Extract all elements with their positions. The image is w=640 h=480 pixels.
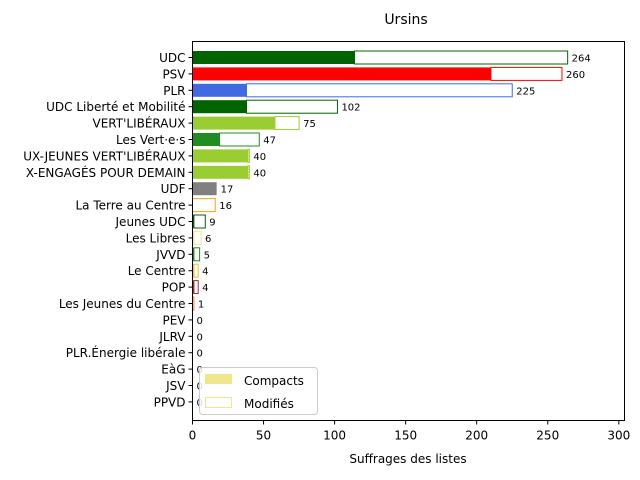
value-label: 0 (197, 316, 203, 327)
bar-compacts-cat-0 (192, 51, 355, 64)
bar-modifies-cat-10 (193, 214, 206, 229)
value-label: 47 (263, 136, 276, 147)
y-tick-label: Les Jeunes du Centre (59, 297, 186, 311)
y-tick-label: UDF (161, 182, 186, 196)
y-tick-label: JLRV (158, 330, 186, 344)
value-label: 225 (516, 86, 535, 97)
bar-compacts-cat-3 (192, 100, 247, 114)
legend-label-compacts: Compacts (244, 374, 304, 388)
bar-compacts-cat-8 (192, 182, 217, 196)
value-label: 4 (202, 267, 208, 278)
value-label: 40 (253, 152, 266, 163)
bar-compacts-cat-4 (192, 116, 275, 130)
value-label: 6 (205, 234, 211, 245)
bars-layer (192, 50, 569, 311)
y-tick-label: UDC Liberté et Mobilité (46, 100, 185, 114)
y-tick-label: PSV (162, 67, 186, 81)
y-tick-label: Les Vert·e·s (116, 133, 186, 147)
bar-modifies-cat-7 (247, 165, 250, 180)
bar-compacts-cat-2 (192, 83, 247, 97)
bar-modifies-cat-2 (246, 83, 513, 98)
bar-compacts-cat-14 (192, 280, 194, 294)
bar-compacts-cat-13 (192, 264, 194, 278)
value-label: 16 (219, 201, 232, 212)
y-tick-label: JVVD (155, 248, 185, 262)
value-label: 5 (204, 250, 210, 261)
value-label: 4 (202, 283, 208, 294)
x-tick-label: 50 (256, 429, 271, 443)
bar-compacts-cat-6 (192, 149, 248, 163)
y-tick-label: VERT'LIBÉRAUX (93, 116, 186, 131)
y-tick-label: PEV (162, 313, 186, 327)
x-tick-label: 300 (607, 429, 630, 443)
x-tick-label: 0 (189, 429, 197, 443)
legend-label-modifies: Modifiés (244, 397, 294, 411)
bar-compacts-cat-11 (192, 231, 194, 245)
bar-compacts-cat-7 (192, 165, 248, 179)
legend-swatch-modifies (205, 397, 232, 408)
bar-modifies-cat-14 (193, 280, 199, 295)
value-label: 75 (303, 119, 316, 130)
value-label: 102 (341, 103, 360, 114)
y-tick-label: EàG (161, 363, 185, 377)
value-label: 40 (253, 168, 266, 179)
x-axis-ticks: 0 50 100 150 200 250 300 (189, 420, 630, 443)
y-tick-label: Le Centre (128, 264, 186, 278)
y-tick-label: Les Libres (126, 231, 186, 245)
bar-modifies-cat-0 (354, 50, 569, 65)
value-label: 9 (209, 218, 215, 229)
y-tick-label: La Terre au Centre (75, 199, 185, 213)
x-axis-label: Suffrages des listes (349, 452, 466, 466)
y-tick-label: POP (162, 281, 186, 295)
value-label: 0 (197, 349, 203, 360)
bar-modifies-cat-4 (274, 116, 300, 131)
bar-compacts-cat-1 (192, 67, 491, 81)
bar-modifies-cat-1 (490, 66, 563, 81)
plot-frame (192, 41, 625, 421)
y-tick-label: PLR.Énergie libérale (66, 345, 186, 360)
bar-compacts-cat-5 (192, 133, 220, 146)
value-label: 260 (566, 70, 585, 81)
bar-modifies-cat-9 (192, 198, 216, 213)
value-label: 0 (197, 332, 203, 343)
bar-modifies-cat-11 (193, 230, 202, 245)
y-tick-label: PLR (163, 84, 185, 98)
x-tick-label: 250 (536, 429, 559, 443)
value-label: 17 (221, 185, 234, 196)
bar-compacts-cat-10 (192, 215, 194, 228)
y-tick-label: UDC (159, 51, 185, 65)
y-tick-label: UX-JEUNES VERT'LIBÉRAUX (23, 148, 185, 163)
bar-modifies-cat-6 (247, 148, 250, 163)
value-label: 264 (572, 54, 591, 65)
bar-modifies-cat-5 (219, 132, 260, 147)
bar-compacts-cat-12 (192, 247, 194, 261)
y-tick-label: Jeunes UDC (115, 215, 186, 229)
value-labels: 264260225102754740401716965441000000 (197, 54, 591, 409)
legend: Compacts Modifiés (199, 367, 318, 415)
value-label: 1 (198, 300, 204, 311)
bar-modifies-cat-3 (246, 99, 338, 114)
y-tick-label: X-ENGAGÉS POUR DEMAIN (26, 165, 186, 180)
legend-swatch-compacts (205, 374, 232, 384)
x-tick-label: 150 (394, 429, 417, 443)
chart-title: Ursins (384, 12, 427, 28)
bar-modifies-cat-12 (193, 247, 201, 262)
y-tick-label: JSV (165, 379, 186, 393)
y-tick-labels: UDC PSV PLR UDC Liberté et Mobilité VERT'LIB… (23, 51, 193, 409)
x-tick-label: 200 (465, 429, 488, 443)
y-tick-label: PPVD (154, 395, 186, 409)
x-tick-label: 100 (323, 429, 346, 443)
bar-modifies-cat-13 (193, 263, 199, 278)
